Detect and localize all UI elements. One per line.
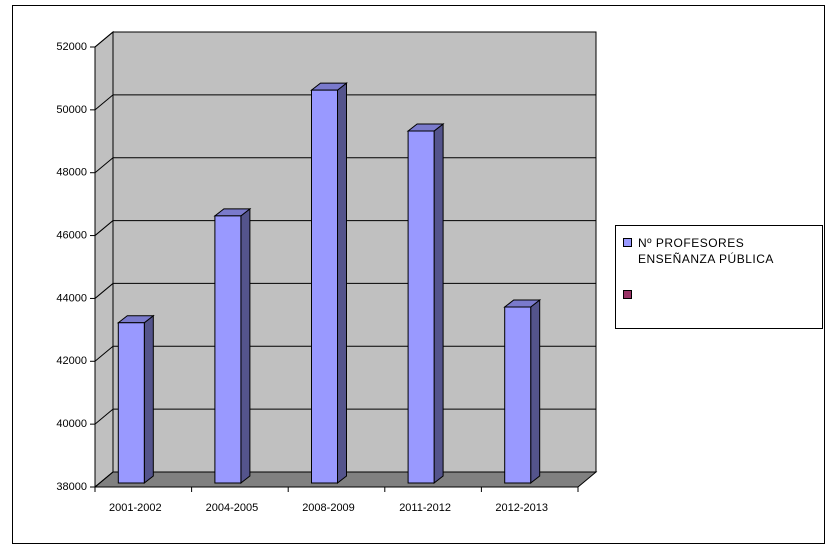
grid-line bbox=[94, 345, 114, 362]
grid-line bbox=[94, 31, 114, 48]
x-tick-label: 2011-2012 bbox=[399, 502, 451, 514]
y-tick-label: 50000 bbox=[56, 104, 87, 116]
bar bbox=[116, 314, 155, 485]
bar-front bbox=[504, 306, 532, 484]
bar-side bbox=[337, 82, 347, 485]
legend: Nº PROFESORES ENSEÑANZA PÚBLICA bbox=[615, 225, 823, 329]
x-tick-label: 2008-2009 bbox=[302, 502, 355, 514]
y-tick-label: 46000 bbox=[56, 229, 87, 241]
bar-front bbox=[117, 322, 145, 484]
bar bbox=[406, 122, 445, 485]
bar-side bbox=[530, 298, 541, 485]
x-tick-label: 2004-2005 bbox=[206, 502, 259, 514]
legend-label: Nº PROFESORES ENSEÑANZA PÚBLICA bbox=[638, 236, 774, 266]
bar-front bbox=[311, 89, 338, 484]
grid-line bbox=[94, 157, 114, 174]
side-wall bbox=[94, 30, 114, 489]
y-tick-label: 44000 bbox=[56, 292, 87, 304]
bar bbox=[310, 82, 348, 485]
grid-line bbox=[94, 220, 114, 236]
y-tick-label: 42000 bbox=[56, 355, 87, 367]
y-tick-label: 48000 bbox=[56, 167, 87, 179]
bar-front bbox=[407, 130, 435, 484]
bar bbox=[213, 207, 252, 485]
legend-swatch bbox=[623, 290, 632, 299]
bar-front bbox=[214, 215, 242, 484]
bar-side bbox=[143, 314, 154, 485]
bar-side bbox=[433, 122, 444, 485]
x-tick-label: 2012-2013 bbox=[495, 502, 548, 514]
grid-line bbox=[94, 471, 114, 488]
grid-line bbox=[94, 408, 114, 425]
y-tick-label: 38000 bbox=[56, 481, 87, 493]
grid-line bbox=[94, 283, 114, 299]
y-tick-label: 40000 bbox=[56, 418, 87, 430]
bar-side bbox=[240, 207, 251, 485]
x-tick-label: 2001-2002 bbox=[109, 502, 162, 514]
grid-line bbox=[94, 94, 114, 111]
y-tick-label: 52000 bbox=[56, 41, 87, 53]
bar bbox=[503, 298, 542, 485]
legend-swatch bbox=[623, 238, 632, 247]
